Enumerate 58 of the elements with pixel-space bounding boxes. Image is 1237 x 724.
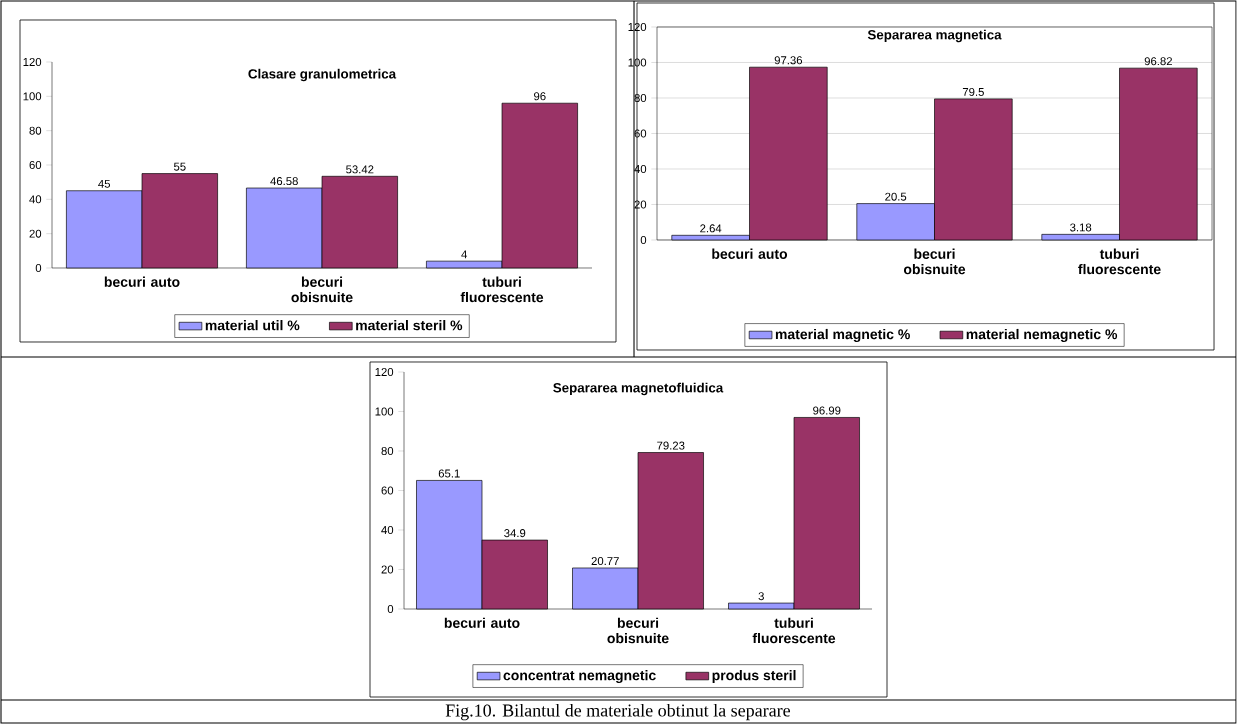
data-label: 96.82 <box>1144 57 1172 66</box>
legend-label: material util % <box>205 320 300 331</box>
x-tick-label: becuri auto <box>444 617 520 628</box>
data-label: 46.58 <box>270 177 298 186</box>
x-tick-label: becuri obisnuite <box>291 276 353 303</box>
y-tick-label: 0 <box>35 263 42 272</box>
y-tick-label: 100 <box>23 92 42 101</box>
data-label: 53.42 <box>346 165 374 174</box>
y-tick-label: 100 <box>375 407 394 416</box>
y-tick-label: 40 <box>29 195 42 204</box>
x-tick-label: becuri obisnuite <box>607 617 669 644</box>
y-tick-label: 100 <box>628 58 647 67</box>
chart-title: Separarea magnetica <box>867 29 1002 43</box>
data-label: 45 <box>98 179 111 188</box>
y-tick-label: 80 <box>29 126 42 135</box>
y-tick-label: 20 <box>381 565 394 574</box>
y-tick-label: 0 <box>387 605 394 614</box>
data-label: 96.99 <box>813 406 841 415</box>
y-tick-label: 60 <box>29 160 42 169</box>
y-tick-label: 0 <box>640 235 647 244</box>
y-tick-label: 120 <box>628 22 647 31</box>
data-label: 96 <box>534 92 546 101</box>
data-label: 20.5 <box>885 192 907 201</box>
data-label: 34.9 <box>504 529 526 538</box>
data-label: 97.36 <box>774 56 803 65</box>
x-tick-label: becuri obisnuite <box>903 248 966 275</box>
data-label: 20.77 <box>591 557 619 566</box>
legend-label: material steril % <box>356 320 463 331</box>
data-label: 3 <box>758 592 764 601</box>
y-tick-label: 40 <box>634 164 647 173</box>
legend-label: concentrat nemagnetic <box>503 670 656 684</box>
chart-title: Clasare granulometrica <box>248 68 397 82</box>
y-tick-label: 80 <box>381 447 394 456</box>
y-tick-label: 80 <box>634 93 647 102</box>
x-tick-label: becuri auto <box>104 276 180 287</box>
data-label: 65.1 <box>438 469 460 478</box>
data-label: 2.64 <box>700 224 722 233</box>
y-tick-label: 120 <box>23 57 42 66</box>
y-tick-label: 60 <box>381 486 394 495</box>
y-tick-label: 40 <box>381 526 394 535</box>
y-tick-label: 20 <box>29 229 42 238</box>
y-tick-label: 120 <box>375 367 394 376</box>
x-tick-label: becuri auto <box>712 248 788 259</box>
data-label: 55 <box>173 162 186 171</box>
data-label: 79.5 <box>962 87 984 96</box>
data-label: 3.18 <box>1070 223 1092 232</box>
x-tick-label: tuburi fluorescente <box>460 276 544 303</box>
x-tick-label: tuburi fluorescente <box>752 617 836 644</box>
legend-label: produs steril <box>712 670 796 684</box>
data-label: 79.23 <box>657 441 685 450</box>
x-tick-label: tuburi fluorescente <box>1078 248 1161 275</box>
data-label: 4 <box>461 250 468 259</box>
legend-label: material nemagnetic % <box>966 328 1118 343</box>
text: Separarea magnetofluidica <box>553 382 724 396</box>
caption: Fig.10. Bilantul de materiale obtinut la separare <box>445 703 791 721</box>
y-tick-label: 60 <box>634 129 647 138</box>
y-tick-label: 20 <box>634 200 647 209</box>
legend-label: material magnetic % <box>775 328 910 343</box>
